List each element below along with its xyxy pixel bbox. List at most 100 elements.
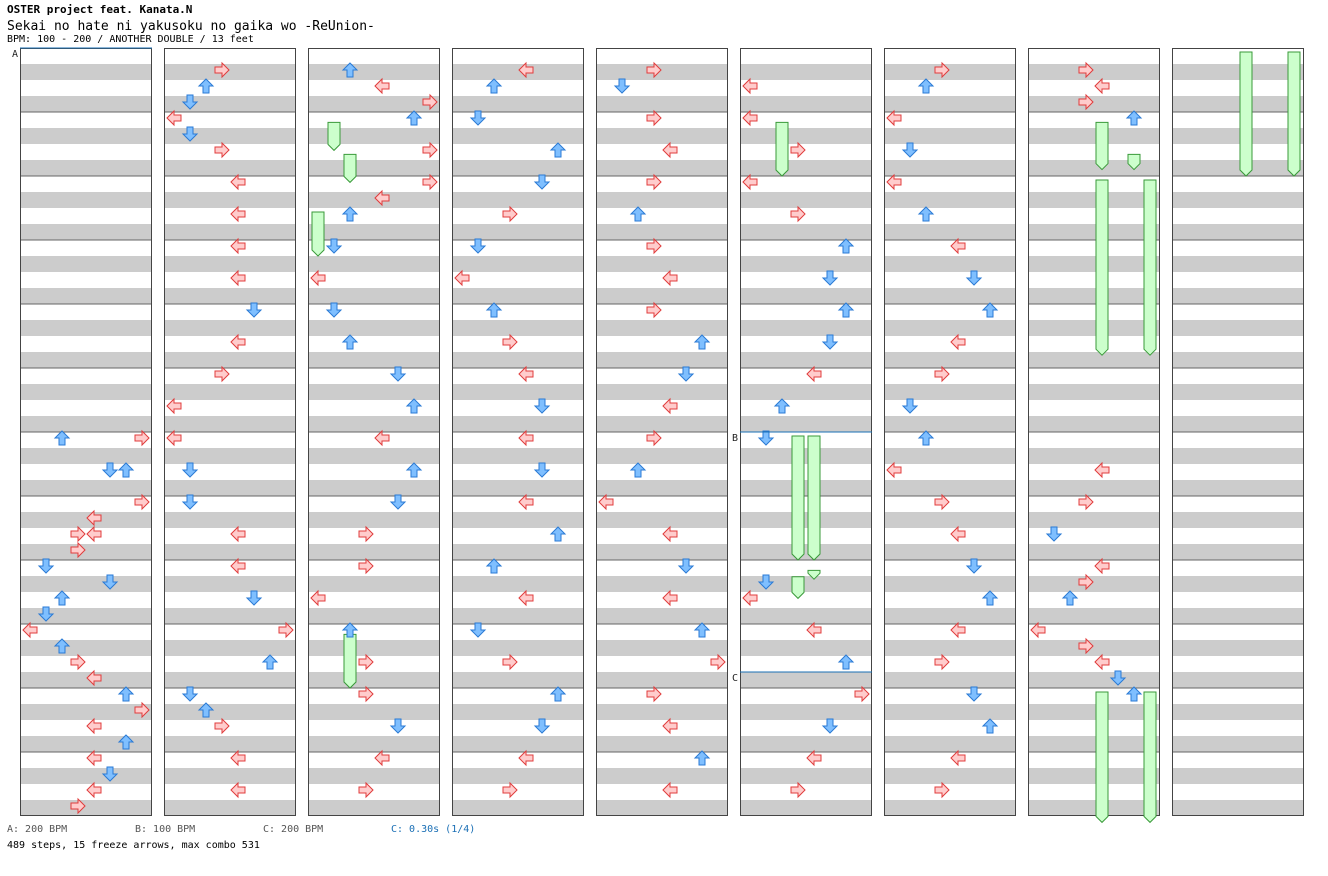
step-arrow-U2 (837, 302, 855, 318)
step-arrow-R1 (646, 429, 662, 447)
step-arrow-U2 (1125, 686, 1143, 702)
step-stats: 489 steps, 15 freeze arrows, max combo 5… (7, 840, 260, 851)
freeze-arrow-L2 (1095, 179, 1109, 356)
step-arrow-L2 (518, 589, 534, 607)
step-arrow-D1 (181, 462, 199, 478)
step-arrow-L2 (662, 141, 678, 159)
step-arrow-U2 (261, 654, 279, 670)
step-arrow-L1 (742, 109, 758, 127)
chart-column-2 (164, 48, 296, 816)
step-arrow-L1 (166, 429, 182, 447)
step-arrow-U1 (1061, 590, 1079, 606)
step-arrow-L2 (86, 509, 102, 527)
step-arrow-L1 (454, 269, 470, 287)
step-arrow-R2 (278, 621, 294, 639)
step-arrow-L2 (518, 365, 534, 383)
step-arrow-U2 (405, 110, 423, 126)
step-arrow-L2 (86, 781, 102, 799)
chart-column-7 (884, 48, 1016, 816)
step-arrow-L2 (230, 205, 246, 223)
step-arrow-U2 (837, 654, 855, 670)
step-arrow-R1 (70, 541, 86, 559)
step-arrow-U1 (773, 398, 791, 414)
step-arrow-R1 (646, 173, 662, 191)
step-arrow-L2 (1094, 557, 1110, 575)
legend-item: A: 200 BPM (7, 824, 68, 835)
step-arrow-U2 (549, 142, 567, 158)
freeze-arrow-R2 (1143, 691, 1157, 824)
step-arrow-D2 (821, 270, 839, 286)
step-arrow-D1 (757, 574, 775, 590)
step-arrow-L1 (1030, 621, 1046, 639)
step-arrow-D2 (965, 558, 983, 574)
step-arrow-D2 (965, 270, 983, 286)
step-arrow-L2 (230, 781, 246, 799)
step-arrow-U2 (981, 590, 999, 606)
step-arrow-D1 (901, 398, 919, 414)
step-arrow-R1 (214, 717, 230, 735)
step-arrow-U1 (485, 78, 503, 94)
step-arrow-L1 (742, 589, 758, 607)
step-arrow-R1 (934, 365, 950, 383)
step-arrow-U2 (693, 622, 711, 638)
step-arrow-R1 (934, 781, 950, 799)
step-arrow-D2 (533, 462, 551, 478)
step-arrow-L1 (166, 397, 182, 415)
step-arrow-R1 (934, 653, 950, 671)
step-arrow-D1 (469, 110, 487, 126)
step-arrow-U1 (485, 302, 503, 318)
step-arrow-D2 (821, 334, 839, 350)
step-arrow-R2 (134, 429, 150, 447)
step-arrow-L2 (662, 269, 678, 287)
step-arrow-D1 (325, 302, 343, 318)
step-arrow-R1 (1078, 493, 1094, 511)
step-arrow-U1 (917, 430, 935, 446)
step-arrow-L2 (806, 749, 822, 767)
step-arrow-U2 (693, 750, 711, 766)
step-arrow-U1 (917, 78, 935, 94)
step-arrow-L2 (230, 269, 246, 287)
step-arrow-D1 (181, 686, 199, 702)
step-arrow-R1 (790, 781, 806, 799)
step-arrow-L2 (230, 525, 246, 543)
step-arrow-D1 (181, 94, 199, 110)
step-arrow-D1 (325, 238, 343, 254)
song-title: Sekai no hate ni yakusoku no gaika wo -R… (7, 19, 375, 34)
step-arrow-D1 (181, 126, 199, 142)
freeze-arrow-R1 (791, 435, 805, 561)
freeze-arrow-L2 (1239, 51, 1253, 177)
step-arrow-L2 (518, 749, 534, 767)
step-arrow-U2 (1125, 110, 1143, 126)
step-arrow-L2 (1094, 653, 1110, 671)
step-arrow-L2 (950, 333, 966, 351)
freeze-arrow-R2 (1287, 51, 1301, 177)
step-arrow-R1 (214, 365, 230, 383)
freeze-arrow-L2 (807, 435, 821, 561)
freeze-arrow-R1 (791, 576, 805, 600)
legend-item: C: 0.30s (1/4) (391, 824, 476, 835)
step-arrow-L2 (518, 61, 534, 79)
step-arrow-L2 (518, 429, 534, 447)
chart-column-4 (452, 48, 584, 816)
step-arrow-R2 (422, 173, 438, 191)
step-arrow-L2 (662, 717, 678, 735)
step-arrow-R1 (646, 685, 662, 703)
chart-column-8 (1028, 48, 1160, 816)
step-arrow-R1 (358, 685, 374, 703)
step-arrow-L2 (86, 717, 102, 735)
step-arrow-L2 (1094, 77, 1110, 95)
step-arrow-D1 (37, 606, 55, 622)
step-arrow-R1 (214, 61, 230, 79)
step-arrow-R1 (1078, 573, 1094, 591)
freeze-arrow-R2 (1143, 179, 1157, 356)
step-arrow-U1 (197, 78, 215, 94)
step-arrow-R1 (1078, 93, 1094, 111)
step-arrow-U1 (917, 206, 935, 222)
freeze-arrow-L1 (311, 211, 325, 257)
step-arrow-L2 (86, 749, 102, 767)
step-arrow-L2 (230, 333, 246, 351)
freeze-arrow-U1 (343, 633, 357, 689)
step-arrow-R1 (502, 781, 518, 799)
chart-column-9 (1172, 48, 1304, 816)
